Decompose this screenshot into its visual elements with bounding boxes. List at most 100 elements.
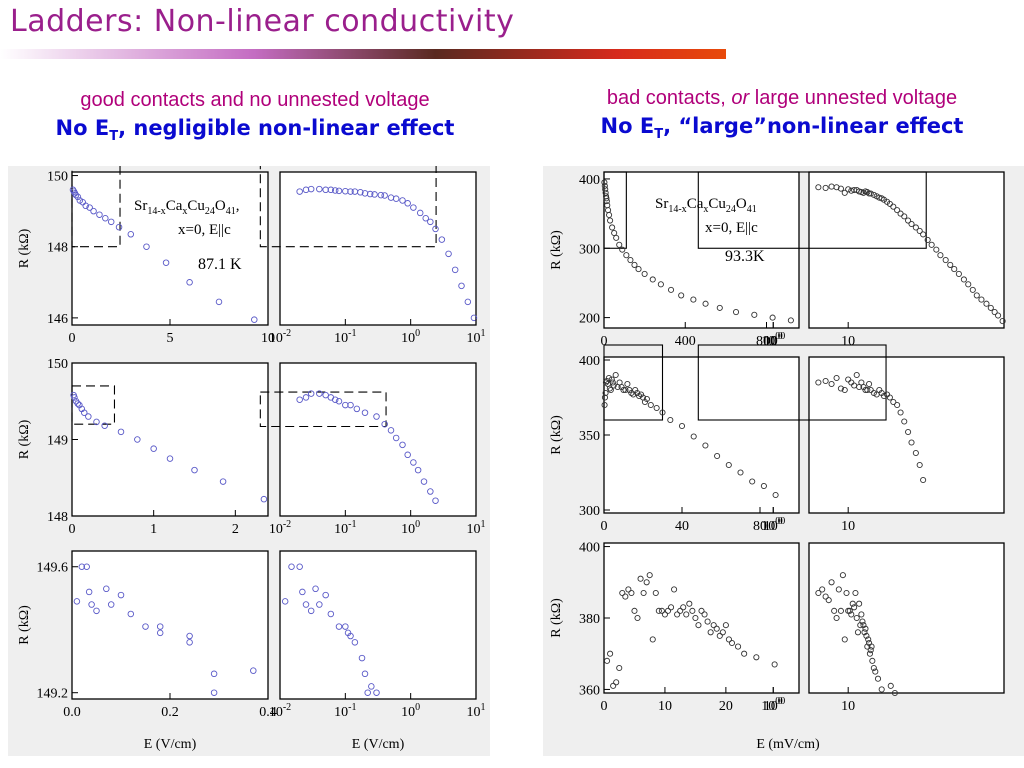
- data-point: [753, 654, 760, 661]
- data-point: [815, 589, 822, 597]
- data-point: [618, 383, 625, 391]
- data-point: [373, 689, 380, 696]
- data-point: [191, 466, 198, 474]
- data-point: [841, 189, 848, 196]
- zoom-box: [697, 344, 887, 421]
- data-point: [80, 409, 88, 416]
- data-point: [701, 611, 708, 618]
- data-point: [107, 218, 115, 226]
- data-point: [609, 379, 616, 386]
- data-point: [667, 286, 675, 293]
- data-point: [698, 607, 705, 614]
- data-point: [683, 611, 690, 618]
- data-point: [661, 611, 668, 618]
- data-point: [634, 614, 641, 622]
- x-axis-label: E (mV/cm): [756, 737, 820, 752]
- data-point: [353, 405, 361, 413]
- y-tick-label: 149.6: [37, 561, 69, 576]
- y-tick-label: 300: [579, 504, 600, 519]
- plot-panel: 10-2 10-1 100 101: [259, 362, 486, 537]
- x-tick-label: 10-1: [334, 519, 356, 537]
- data-point: [865, 636, 872, 643]
- data-point: [307, 390, 315, 397]
- data-point: [74, 400, 81, 407]
- data-point: [868, 643, 875, 650]
- data-point: [837, 185, 844, 192]
- data-point: [85, 413, 92, 420]
- data-point: [404, 451, 411, 459]
- data-point: [815, 379, 822, 386]
- data-point: [377, 191, 385, 199]
- data-point: [671, 586, 678, 593]
- data-point: [117, 428, 125, 436]
- sample-formula: Sr14-xCaxCu24O41,: [134, 198, 239, 217]
- x-tick-label: 1000: [761, 516, 785, 534]
- data-point: [649, 276, 656, 283]
- x-tick-label: 10-2: [269, 519, 291, 537]
- data-point: [296, 188, 303, 195]
- data-point: [641, 270, 648, 277]
- x-tick-label: 10: [261, 331, 275, 346]
- data-point: [897, 409, 904, 416]
- right-heading: bad contacts, or large unnested voltage …: [540, 84, 1024, 149]
- data-point: [872, 668, 879, 675]
- data-point: [874, 675, 882, 682]
- data-point: [924, 236, 931, 243]
- data-point: [632, 386, 639, 394]
- data-point: [90, 207, 97, 215]
- x-tick-label: 10-1: [334, 702, 356, 720]
- data-point: [458, 282, 465, 290]
- data-point: [912, 224, 919, 231]
- data-point: [678, 292, 685, 299]
- data-point: [432, 497, 439, 504]
- data-point: [728, 639, 736, 647]
- x-tick-label: 400: [675, 334, 696, 349]
- sample-condition: x=0, E||c: [178, 222, 231, 238]
- data-point: [880, 392, 887, 400]
- y-tick-label: 149.2: [37, 687, 69, 702]
- data-point: [316, 390, 323, 397]
- data-point: [404, 200, 411, 207]
- data-point: [860, 622, 867, 629]
- right-figure: 400 300 200 R (kΩ) 0 400 800 10 100 1000 400 350 300…: [543, 166, 1024, 756]
- data-point: [867, 647, 874, 654]
- data-point: [316, 185, 323, 193]
- zoom-box: [603, 171, 627, 249]
- data-point: [692, 614, 699, 622]
- x-tick-label: 101: [467, 519, 486, 537]
- data-point: [432, 225, 439, 233]
- data-point: [307, 185, 315, 193]
- temperature-label: 93.3K: [725, 248, 765, 265]
- data-point: [947, 261, 954, 268]
- data-point: [71, 394, 78, 401]
- data-point: [347, 632, 354, 640]
- data-point: [634, 389, 641, 397]
- data-point: [886, 394, 893, 401]
- data-point: [186, 279, 193, 286]
- data-point: [603, 195, 610, 202]
- data-point: [890, 203, 897, 210]
- x-tick-label: 0: [69, 331, 76, 346]
- data-point: [625, 586, 632, 593]
- data-point: [894, 401, 901, 409]
- data-point: [863, 632, 870, 639]
- data-point: [368, 683, 375, 690]
- data-point: [835, 586, 842, 593]
- data-point: [866, 650, 873, 657]
- data-point: [635, 266, 642, 273]
- data-point: [999, 318, 1006, 325]
- data-point: [623, 252, 630, 259]
- data-point: [659, 409, 666, 416]
- plot-frame: [603, 356, 800, 514]
- data-point: [822, 184, 829, 191]
- x-tick-label: 0: [601, 519, 608, 534]
- y-tick-label: 146: [47, 312, 68, 327]
- data-point: [737, 469, 744, 476]
- data-point: [858, 611, 865, 618]
- data-point: [186, 632, 193, 640]
- plot-panel: 149.6 149.2 R (kΩ) 0.0 0.2 0.4: [17, 550, 277, 720]
- x-tick-label: 100: [764, 696, 783, 714]
- y-tick-label: 148: [47, 241, 68, 256]
